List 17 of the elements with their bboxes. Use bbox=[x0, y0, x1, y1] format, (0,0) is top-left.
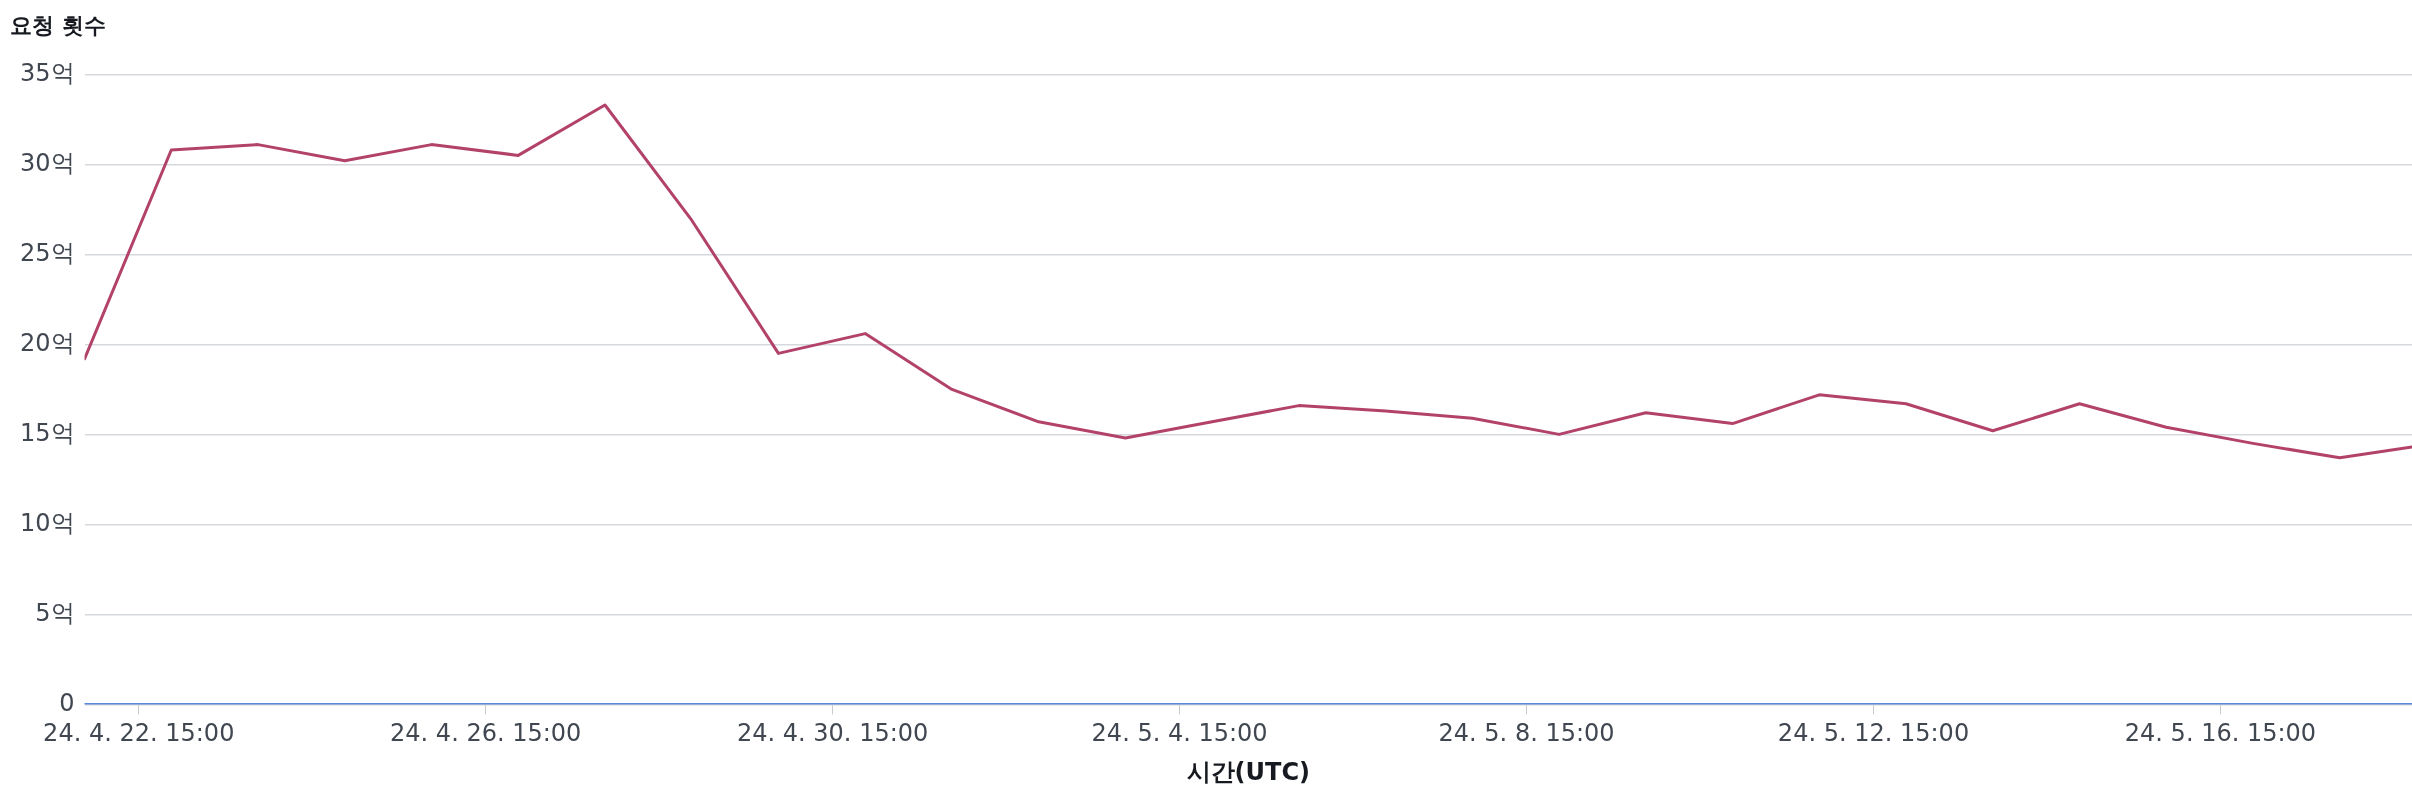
y-tick-label: 5억 bbox=[35, 598, 75, 627]
y-tick-label: 35억 bbox=[19, 58, 75, 87]
x-tick-label: 24. 4. 30. 15:00 bbox=[737, 719, 929, 748]
y-tick-label: 0 bbox=[59, 688, 75, 717]
x-tick-label: 24. 4. 22. 15:00 bbox=[43, 719, 235, 748]
x-tick-label: 24. 5. 4. 15:00 bbox=[1091, 719, 1268, 748]
y-tick-label: 25억 bbox=[19, 238, 75, 267]
x-tick-label: 24. 4. 26. 15:00 bbox=[390, 719, 582, 748]
chart-title: 요청 횟수 bbox=[10, 12, 106, 38]
y-tick-label: 20억 bbox=[19, 328, 75, 357]
x-axis-title: 시간(UTC) bbox=[1186, 757, 1310, 786]
y-tick-label: 15억 bbox=[19, 418, 75, 447]
y-tick-label: 30억 bbox=[19, 148, 75, 177]
x-tick-label: 24. 5. 8. 15:00 bbox=[1438, 719, 1615, 748]
x-tick-label: 24. 5. 16. 15:00 bbox=[2124, 719, 2317, 748]
x-tick-label: 24. 5. 12. 15:00 bbox=[1777, 719, 1970, 748]
y-tick-label: 10억 bbox=[19, 508, 75, 537]
